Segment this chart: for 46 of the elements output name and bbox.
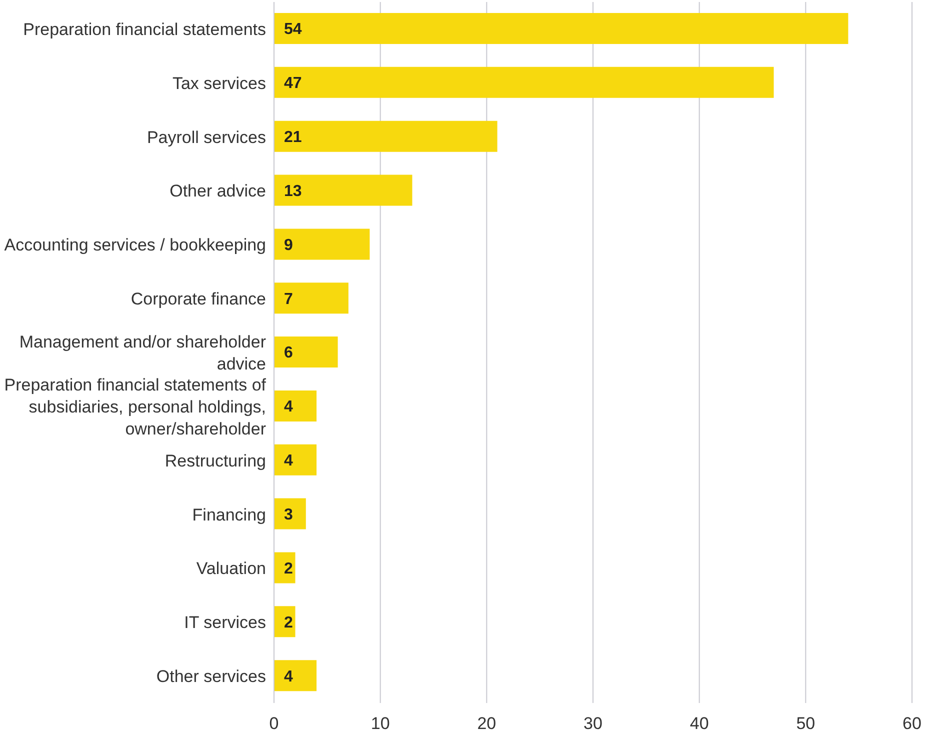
data-label: 6	[284, 344, 293, 362]
bar	[274, 498, 306, 530]
data-label: 3	[284, 506, 293, 524]
x-tick-label: 20	[477, 714, 496, 734]
y-tick-label: Restructuring	[164, 450, 266, 470]
x-tick-label: 0	[269, 714, 279, 734]
y-tick-label: Payroll services	[146, 127, 266, 146]
data-label: 7	[284, 290, 293, 308]
bar	[274, 552, 296, 584]
bar	[274, 444, 317, 476]
y-tick-label: Financing	[192, 504, 266, 524]
data-label: 4	[284, 668, 293, 686]
y-tick-label: Other advice	[170, 181, 266, 200]
data-label: 2	[284, 560, 293, 578]
x-tick-label: 50	[796, 714, 816, 734]
bar	[274, 390, 317, 422]
y-tick-label: IT services	[184, 612, 266, 632]
y-tick-label: Tax services	[172, 73, 266, 92]
bar	[274, 282, 348, 314]
x-tick-label: 60	[902, 714, 922, 734]
data-label: 21	[284, 129, 302, 146]
y-tick-label: Corporate finance	[130, 289, 266, 308]
bar	[274, 606, 296, 638]
y-tick-label: Management and/or shareholder advice	[19, 332, 266, 373]
y-tick-label: Accounting services / bookkeeping	[4, 235, 266, 254]
data-label: 47	[284, 75, 302, 92]
x-tick-label: 30	[584, 714, 602, 734]
y-tick-label: Preparation financial statements of subsidiaries, personal holdings, owner/shareholder	[4, 374, 266, 438]
bar	[274, 174, 412, 206]
data-label: 4	[284, 398, 293, 416]
bar	[274, 66, 774, 98]
data-label: 2	[284, 614, 293, 632]
bar	[274, 120, 498, 152]
data-label: 4	[284, 452, 293, 470]
bar	[274, 228, 370, 260]
y-tick-label: Other services	[156, 666, 266, 686]
bar	[274, 336, 338, 368]
x-tick-label: 40	[690, 714, 709, 734]
y-tick-label: Preparation financial statements	[23, 19, 266, 38]
data-label: 54	[284, 21, 302, 38]
bar	[274, 660, 317, 692]
bar	[274, 13, 848, 44]
data-label: 9	[284, 236, 293, 254]
y-tick-label: Valuation	[196, 558, 266, 578]
x-tick-label: 10	[370, 714, 390, 734]
data-label: 13	[284, 182, 302, 200]
